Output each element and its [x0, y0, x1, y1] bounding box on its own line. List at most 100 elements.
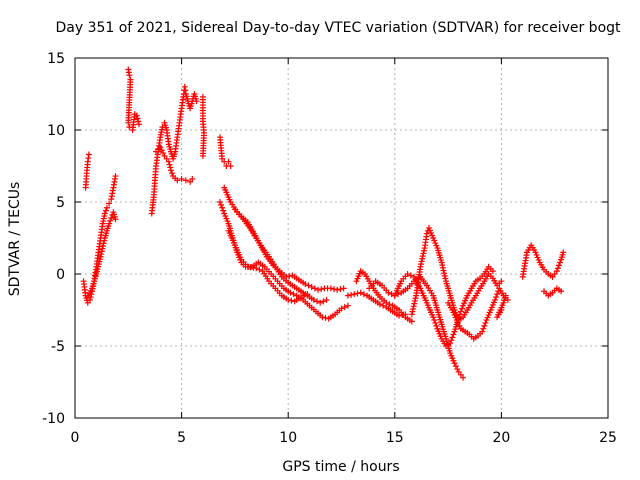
data-point: [407, 272, 414, 279]
data-point: [86, 296, 93, 303]
data-point: [225, 158, 232, 165]
data-point: [439, 264, 446, 271]
data-point: [108, 214, 115, 221]
data-point: [133, 112, 140, 119]
chart-title: Day 351 of 2021, Sidereal Day-to-day VTE…: [55, 20, 621, 36]
data-point: [283, 273, 290, 280]
x-tick-label: 0: [71, 430, 80, 446]
data-point: [492, 296, 499, 303]
data-point: [388, 291, 395, 298]
x-axis-label: GPS time / hours: [282, 459, 399, 475]
data-point: [338, 305, 345, 312]
data-point: [100, 240, 107, 247]
data-point: [106, 220, 113, 227]
data-point: [438, 259, 445, 266]
data-point: [380, 302, 387, 309]
data-point: [287, 289, 294, 296]
data-point: [285, 296, 292, 303]
data-point: [432, 319, 439, 326]
data-point: [331, 286, 338, 293]
data-point: [441, 272, 448, 279]
data-point: [85, 151, 92, 158]
data-point: [417, 263, 424, 270]
data-point: [286, 273, 293, 280]
data-point: [555, 262, 562, 269]
data-point: [337, 286, 344, 293]
y-tick-label: -10: [42, 411, 65, 427]
data-point: [410, 305, 417, 312]
data-point: [323, 296, 330, 303]
data-point: [317, 299, 324, 306]
data-point: [297, 294, 304, 301]
data-point: [493, 294, 500, 301]
data-point: [320, 298, 327, 305]
data-point: [447, 340, 454, 347]
data-point: [99, 245, 106, 252]
data-point: [256, 266, 263, 273]
data-point: [404, 271, 411, 277]
data-point: [408, 318, 415, 325]
data-point: [409, 308, 416, 315]
data-point: [107, 217, 114, 224]
data-point: [334, 286, 341, 293]
data-point: [449, 334, 456, 341]
x-tick-label: 15: [386, 430, 404, 446]
data-point: [554, 265, 561, 272]
axis-ticks: [74, 57, 609, 419]
data-point: [315, 286, 322, 293]
data-point: [448, 337, 455, 344]
data-point: [344, 292, 351, 299]
data-point: [227, 163, 234, 169]
data-point: [452, 363, 459, 370]
data-point: [402, 311, 409, 318]
data-point: [489, 268, 496, 275]
data-point: [288, 297, 295, 304]
x-tick-label: 25: [599, 430, 617, 446]
data-point: [160, 150, 167, 157]
data-point: [385, 289, 392, 296]
data-point: [419, 255, 426, 262]
data-point: [135, 121, 142, 128]
data-point: [411, 297, 418, 304]
x-tick-label: 10: [279, 430, 297, 446]
data-point: [450, 331, 457, 338]
data-point: [126, 72, 133, 79]
data-point: [189, 175, 196, 182]
data-point: [481, 322, 488, 329]
data-point: [193, 98, 200, 105]
data-point: [558, 288, 565, 295]
data-point: [340, 285, 347, 292]
y-tick-labels: -10 -5 0 5 10 15: [42, 51, 65, 427]
data-point: [308, 283, 315, 290]
data-point: [97, 253, 104, 260]
data-point: [174, 177, 181, 184]
data-point: [399, 312, 406, 319]
data-point: [167, 167, 174, 174]
data-point: [418, 258, 425, 265]
data-point: [351, 291, 358, 298]
data-point: [341, 304, 348, 311]
data-point: [135, 118, 142, 125]
y-tick-label: 5: [56, 195, 65, 211]
data-point: [101, 237, 108, 244]
data-point: [216, 199, 223, 205]
data-points: [80, 66, 567, 381]
data-point: [417, 261, 424, 268]
data-point: [386, 301, 393, 308]
data-point: [411, 300, 418, 307]
y-axis-label: SDTVAR / TECUs: [7, 182, 23, 297]
data-point: [87, 294, 94, 301]
data-point: [457, 308, 464, 315]
data-point: [134, 115, 141, 122]
data-point: [439, 262, 446, 269]
data-point: [441, 270, 448, 277]
data-point: [560, 249, 567, 256]
data-point: [502, 292, 509, 299]
data-point: [498, 278, 505, 285]
data-point: [102, 207, 109, 214]
data-point: [313, 298, 320, 305]
y-tick-label: 0: [56, 267, 65, 283]
data-point: [101, 210, 108, 217]
data-point: [178, 175, 185, 182]
